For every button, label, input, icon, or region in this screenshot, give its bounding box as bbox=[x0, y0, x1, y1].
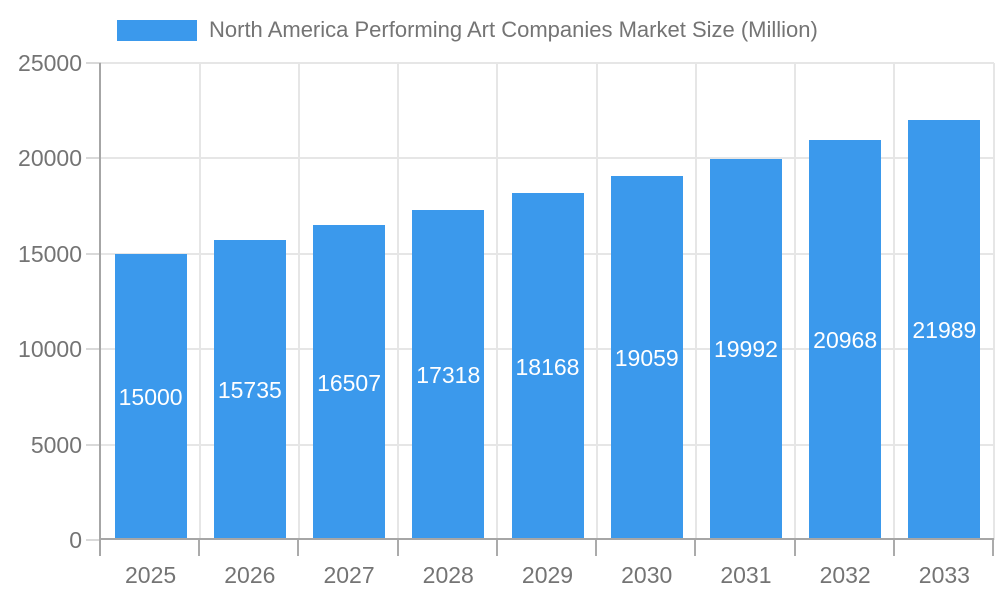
y-tick-label: 15000 bbox=[18, 240, 82, 267]
x-tick-label: 2031 bbox=[720, 562, 772, 588]
bar-2031 bbox=[709, 158, 782, 538]
bar-2032 bbox=[809, 139, 882, 538]
x-axis-line bbox=[99, 538, 994, 540]
legend-label: North America Performing Art Companies M… bbox=[209, 17, 818, 42]
y-axis-tick bbox=[86, 252, 101, 255]
bar-2029 bbox=[511, 193, 584, 538]
x-axis-tick bbox=[992, 540, 994, 556]
h-gridline bbox=[101, 157, 994, 160]
x-axis-tick bbox=[595, 540, 598, 556]
v-gridline bbox=[694, 63, 697, 540]
v-gridline bbox=[794, 63, 797, 540]
bar-2030 bbox=[610, 176, 683, 538]
bar-2026 bbox=[213, 239, 286, 538]
y-tick-label: 20000 bbox=[18, 145, 82, 172]
bar-value-label: 15735 bbox=[217, 376, 282, 403]
x-tick-label: 2025 bbox=[125, 562, 177, 588]
bar-2028 bbox=[412, 209, 485, 538]
x-tick-label: 2030 bbox=[621, 562, 673, 588]
v-gridline bbox=[297, 63, 300, 540]
x-tick-label: 2026 bbox=[224, 562, 276, 588]
y-axis-tick bbox=[86, 348, 101, 351]
x-axis-tick bbox=[694, 540, 697, 556]
bar-value-label: 21989 bbox=[912, 317, 977, 344]
v-gridline bbox=[397, 63, 400, 540]
v-gridline bbox=[893, 63, 896, 540]
y-axis-tick bbox=[86, 443, 101, 446]
plot-area: 0 5000 10000 15000 20000 25000 15000 2025 15735 2… bbox=[18, 50, 995, 588]
bar-value-label: 20968 bbox=[813, 326, 878, 353]
x-axis-tick bbox=[892, 540, 895, 556]
x-axis-tick bbox=[793, 540, 796, 556]
bar-value-label: 19992 bbox=[713, 336, 778, 363]
x-tick-label: 2029 bbox=[521, 562, 574, 588]
y-tick-label: 0 bbox=[69, 527, 82, 553]
v-gridline bbox=[198, 63, 201, 540]
v-gridline bbox=[496, 63, 499, 540]
x-tick-label: 2027 bbox=[323, 562, 375, 588]
x-tick-label: 2033 bbox=[918, 562, 970, 588]
x-axis-tick bbox=[396, 540, 399, 556]
bar-value-label: 18168 bbox=[515, 353, 580, 380]
h-gridline bbox=[101, 62, 994, 64]
x-tick-label: 2032 bbox=[819, 562, 871, 588]
bar-2033 bbox=[908, 120, 981, 538]
legend: North America Performing Art Companies M… bbox=[117, 17, 818, 43]
bar-value-label: 15000 bbox=[118, 383, 183, 410]
bar-value-label: 19059 bbox=[614, 345, 679, 372]
y-axis-tick bbox=[86, 157, 101, 160]
x-axis-tick bbox=[198, 540, 201, 556]
y-tick-label: 5000 bbox=[30, 431, 82, 458]
y-axis-tick bbox=[86, 62, 101, 64]
x-axis-tick bbox=[297, 540, 300, 556]
legend-swatch bbox=[117, 19, 197, 41]
bar-2027 bbox=[313, 225, 386, 538]
y-axis-line bbox=[99, 63, 101, 556]
x-axis-tick bbox=[495, 540, 498, 556]
bar-value-label: 17318 bbox=[416, 361, 481, 388]
bar-2025 bbox=[114, 253, 187, 538]
v-gridline bbox=[595, 63, 598, 540]
x-tick-label: 2028 bbox=[422, 562, 474, 588]
v-gridline bbox=[992, 63, 995, 540]
y-axis-tick bbox=[86, 539, 101, 541]
bar-value-label: 16507 bbox=[317, 369, 382, 396]
y-tick-label: 10000 bbox=[18, 336, 82, 363]
y-tick-label: 25000 bbox=[18, 50, 82, 76]
